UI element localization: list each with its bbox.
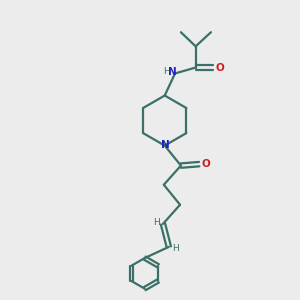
Text: H: H <box>172 244 179 253</box>
Text: O: O <box>215 63 224 73</box>
Text: N: N <box>161 140 170 150</box>
Text: H: H <box>163 68 169 76</box>
Text: N: N <box>168 67 176 77</box>
Text: H: H <box>153 218 160 227</box>
Text: O: O <box>201 159 210 169</box>
